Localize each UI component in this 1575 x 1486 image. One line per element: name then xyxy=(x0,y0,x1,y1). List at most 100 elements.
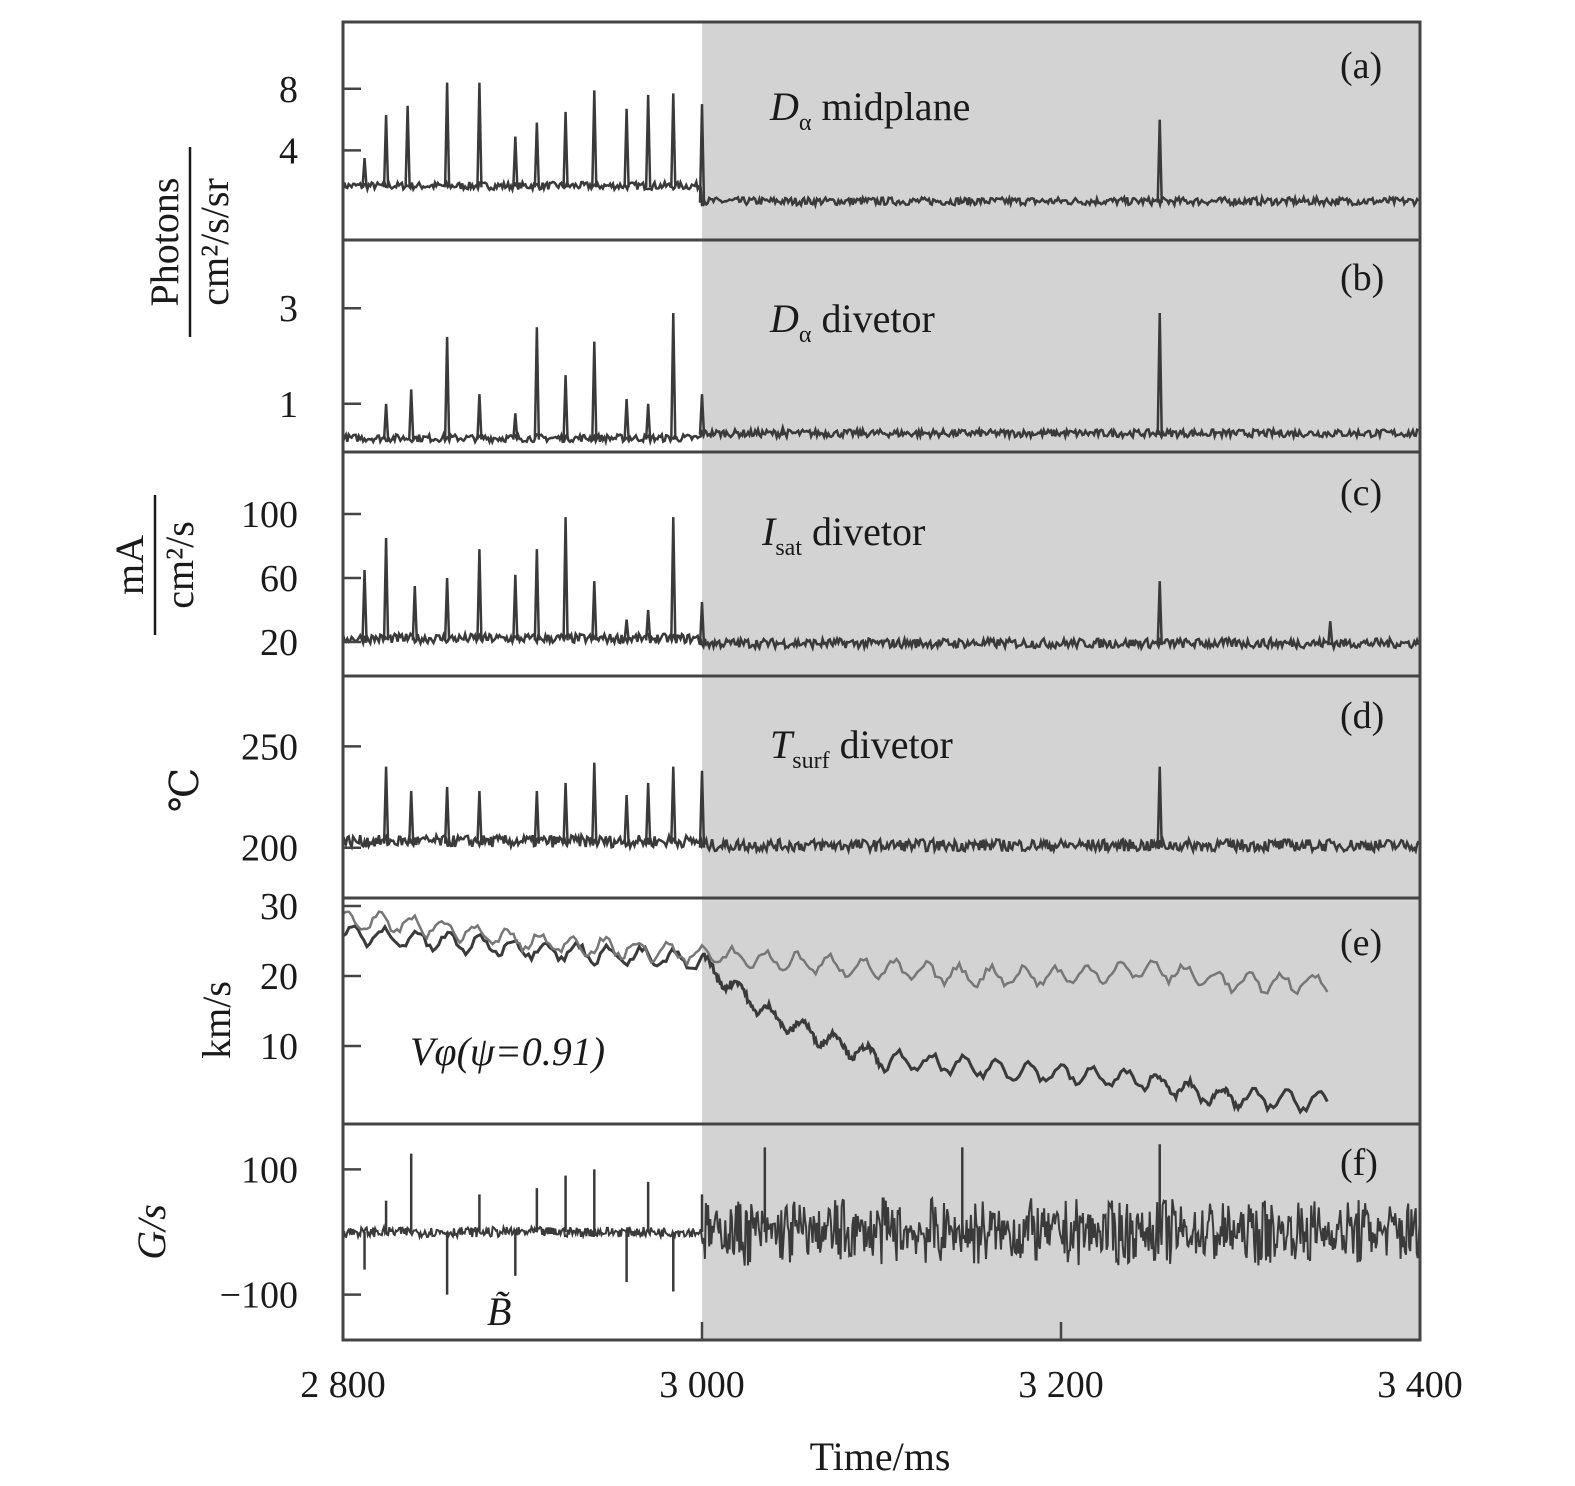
trace-label-b-main: D xyxy=(769,296,799,341)
spike-a-4 xyxy=(476,82,483,188)
spike-a-6 xyxy=(533,122,541,188)
panel-label-c: (c) xyxy=(1340,472,1382,514)
spike-c-10 xyxy=(644,609,652,641)
spike-b-12 xyxy=(779,423,786,436)
spike-a-0 xyxy=(361,158,368,188)
shaded-region-rect xyxy=(702,22,1420,1340)
spike-c-12 xyxy=(698,601,706,646)
ytick-label-a-1: 4 xyxy=(279,130,298,172)
spike-b-9 xyxy=(644,403,652,440)
ytick-label-c-2: 20 xyxy=(260,622,298,664)
ytick-label-c-1: 60 xyxy=(260,558,298,600)
spike-d-6 xyxy=(591,762,598,844)
spike-b-1 xyxy=(407,389,415,440)
trace-label-d: Tsurf divetor xyxy=(770,722,953,774)
spike-d-7 xyxy=(623,794,630,844)
spike-b-7 xyxy=(591,341,598,440)
trace-label-a-rest: midplane xyxy=(811,84,970,129)
panel-frames xyxy=(341,20,1422,1342)
panel-label-b: (b) xyxy=(1340,257,1384,299)
panel-label-a: (a) xyxy=(1340,45,1382,87)
spike-d-0 xyxy=(382,766,390,844)
spike-c-13 xyxy=(1156,581,1163,646)
panel-label-e: (e) xyxy=(1340,922,1382,964)
xtick-label-2: 3 200 xyxy=(1018,1364,1104,1406)
spike-a-2 xyxy=(404,105,411,188)
ytick-label-e-1: 20 xyxy=(260,956,298,998)
ytick-label-b-0: 3 xyxy=(279,288,298,330)
spike-d-5 xyxy=(562,782,569,844)
spike-b-13 xyxy=(1156,312,1163,435)
signal-trace-c xyxy=(341,629,1420,653)
spike-b-3 xyxy=(476,394,483,440)
ytick-label-f-0: 100 xyxy=(241,1149,298,1191)
spike-c-7 xyxy=(562,517,569,641)
panel-frame-f xyxy=(341,1122,1422,1342)
trace-label-c-rest: divetor xyxy=(802,509,925,554)
spike-a-1 xyxy=(382,114,390,188)
spike-c-4 xyxy=(476,549,483,641)
spike-d-8 xyxy=(644,782,652,844)
shaded-region xyxy=(702,22,1420,1340)
axis-title-isat: mA cm²/s xyxy=(107,495,202,635)
trace-label-b-sub: α xyxy=(799,322,812,348)
signal-trace-f xyxy=(342,1195,1421,1266)
annotation-e: Vφ(ψ=0.91) xyxy=(410,1029,605,1074)
trace-label-b-rest: divetor xyxy=(811,296,934,341)
spike-a-7 xyxy=(562,111,569,188)
spike-b-5 xyxy=(533,327,541,440)
spike-a-12 xyxy=(698,104,706,203)
series-line-e-0 xyxy=(342,923,1329,1115)
trace-label-d-main: T xyxy=(770,722,795,767)
spike-b-4 xyxy=(512,413,519,440)
spike-b-6 xyxy=(562,375,569,440)
series-line-e-1 xyxy=(342,910,1329,996)
spike-c-6 xyxy=(533,549,541,641)
spike-a-5 xyxy=(512,136,519,188)
axis-title-bdot: G/s xyxy=(129,1204,174,1260)
axis-title-photons: Photons cm²/s/sr xyxy=(142,147,237,337)
trace-label-c-sub: sat xyxy=(775,535,802,561)
xtick-label-1: 3 000 xyxy=(659,1364,745,1406)
ytick-label-e-0: 30 xyxy=(260,886,298,928)
spike-d-4 xyxy=(533,790,541,844)
axis-title-temp: ℃ xyxy=(162,768,207,813)
spike-c-1 xyxy=(382,537,390,641)
xtick-label-3: 3 400 xyxy=(1377,1364,1463,1406)
spike-a-11 xyxy=(670,93,677,188)
spike-d-3 xyxy=(476,790,483,844)
spike-b-0 xyxy=(382,403,390,440)
signal-trace-a xyxy=(341,177,1420,210)
x-axis-title: Time/ms xyxy=(810,1434,951,1479)
spike-a-13 xyxy=(1156,119,1163,203)
ytick-label-e-2: 10 xyxy=(260,1026,298,1068)
spike-c-14 xyxy=(1327,621,1334,646)
panel-label-d: (d) xyxy=(1340,695,1384,737)
trace-label-a-main: D xyxy=(769,84,799,129)
spike-c-8 xyxy=(591,581,598,641)
ytick-label-a-0: 8 xyxy=(279,69,298,111)
spike-b-8 xyxy=(623,398,630,440)
spike-c-9 xyxy=(623,619,630,641)
axis-title-isat-num: mA xyxy=(107,535,152,595)
spike-a-9 xyxy=(623,108,630,188)
trace-label-d-rest: divetor xyxy=(830,722,953,767)
spike-b-11 xyxy=(698,394,706,435)
spike-d-1 xyxy=(407,790,415,844)
spike-d-10 xyxy=(698,770,706,848)
spike-c-2 xyxy=(411,585,419,641)
trace-label-d-sub: surf xyxy=(792,748,829,774)
axis-title-velocity: km/s xyxy=(194,981,239,1059)
trace-label-b: Dα divetor xyxy=(769,296,935,348)
spike-b-10 xyxy=(670,312,677,440)
spike-b-2 xyxy=(443,336,451,440)
trace-label-a: Dα midplane xyxy=(769,84,970,136)
trace-label-c: Isat divetor xyxy=(761,509,925,561)
ytick-label-c-0: 100 xyxy=(241,494,298,536)
annotation-f: B̃ xyxy=(487,1289,511,1334)
spike-c-3 xyxy=(443,577,451,641)
ytick-label-d-0: 250 xyxy=(241,726,298,768)
spike-d-11 xyxy=(1156,766,1163,848)
ytick-label-f-1: −100 xyxy=(220,1275,298,1317)
